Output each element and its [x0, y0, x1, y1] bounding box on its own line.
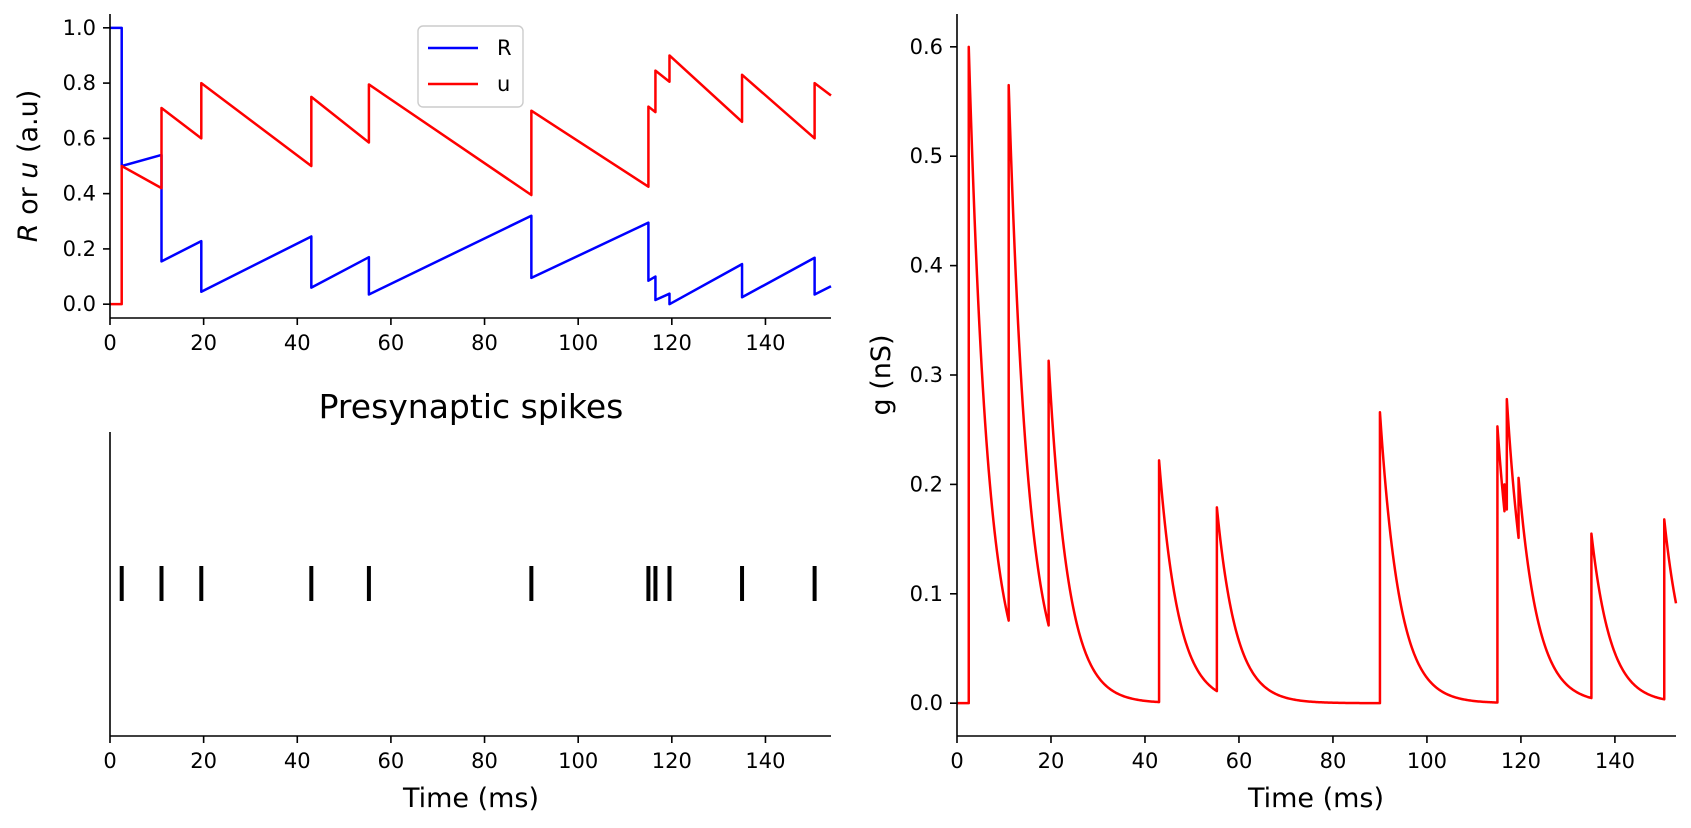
ru-ylabel-u: u: [13, 162, 44, 179]
ru-y-tick-label: 0.2: [63, 237, 96, 261]
spikes-xlabel: Time (ms): [402, 783, 539, 814]
g-x-tick-label: 80: [1320, 749, 1347, 773]
ru-x-tick-label: 80: [471, 331, 498, 355]
ru-y-tick-label: 0.8: [63, 71, 96, 95]
ru-y-tick-label: 0.4: [63, 182, 96, 206]
spikes-x-tick-label: 140: [745, 749, 785, 773]
ru-y-tick-label: 0.0: [63, 292, 96, 316]
g-y-ticks: 0.0 0.1 0.2 0.3 0.4 0.5 0.6: [910, 35, 957, 715]
ru-ylabel: R or u (a.u): [13, 90, 44, 243]
g-y-tick-label: 0.0: [910, 691, 943, 715]
g-y-tick-label: 0.3: [910, 363, 943, 387]
ru-panel: 0 20 40 60 80 100 120 140 0.0 0.2 0.4 0.6 0.8 1.0 R …: [13, 14, 832, 355]
g-x-tick-label: 140: [1595, 749, 1635, 773]
g-ylabel: g (nS): [866, 334, 897, 415]
ru-y-tick-label: 1.0: [63, 16, 96, 40]
g-y-tick-label: 0.5: [910, 144, 943, 168]
g-x-tick-label: 100: [1407, 749, 1447, 773]
ru-lines: [110, 26, 832, 306]
ru-x-tick-label: 40: [284, 331, 311, 355]
g-panel: 0 20 40 60 80 100 120 140 0.0 0.1 0.2 0.3 0.4 0.5 0.6…: [866, 14, 1678, 814]
ru-ylabel-or: or: [13, 179, 44, 224]
g-y-tick-label: 0.4: [910, 254, 943, 278]
g-x-ticks: 0 20 40 60 80 100 120 140: [950, 736, 1635, 773]
g-x-tick-label: 40: [1132, 749, 1159, 773]
spikes-title: Presynaptic spikes: [319, 387, 624, 426]
spikes-x-tick-label: 60: [378, 749, 405, 773]
legend-u-label: u: [497, 72, 510, 96]
ru-y-tick-label: 0.6: [63, 126, 96, 150]
spikes-x-tick-label: 80: [471, 749, 498, 773]
spikes-x-tick-label: 100: [558, 749, 598, 773]
ru-x-tick-label: 60: [378, 331, 405, 355]
g-trace: [957, 45, 1678, 705]
ru-ylabel-r: R: [13, 224, 44, 243]
legend: R u: [417, 25, 524, 108]
spikes-panel: Presynaptic spikes 0 20 40 60 80 100 120 140 Ti…: [103, 387, 831, 814]
ru-x-tick-label: 0: [103, 331, 116, 355]
spikes-x-tick-label: 0: [103, 749, 116, 773]
g-x-tick-label: 0: [950, 749, 963, 773]
spike-raster: [119, 566, 817, 601]
g-y-tick-label: 0.2: [910, 472, 943, 496]
ru-x-tick-label: 120: [652, 331, 692, 355]
g-y-tick-label: 0.1: [910, 582, 943, 606]
ru-x-ticks: 0 20 40 60 80 100 120 140: [103, 318, 786, 355]
legend-r-label: R: [497, 36, 512, 60]
g-xlabel: Time (ms): [1247, 783, 1384, 814]
series-line-R: [110, 26, 832, 306]
spikes-x-tick-label: 20: [190, 749, 217, 773]
ru-ylabel-unit: (a.u): [13, 90, 44, 162]
spikes-x-tick-label: 120: [652, 749, 692, 773]
ru-y-ticks: 0.0 0.2 0.4 0.6 0.8 1.0: [63, 16, 110, 316]
ru-x-tick-label: 20: [190, 331, 217, 355]
g-x-tick-label: 120: [1501, 749, 1541, 773]
g-y-tick-label: 0.6: [910, 35, 943, 59]
series-line-u: [110, 54, 832, 306]
legend-box: [417, 25, 524, 108]
spikes-x-ticks: 0 20 40 60 80 100 120 140: [103, 736, 786, 773]
ru-x-tick-label: 140: [745, 331, 785, 355]
g-x-tick-label: 60: [1226, 749, 1253, 773]
g-x-tick-label: 20: [1038, 749, 1065, 773]
spikes-x-tick-label: 40: [284, 749, 311, 773]
ru-x-tick-label: 100: [558, 331, 598, 355]
